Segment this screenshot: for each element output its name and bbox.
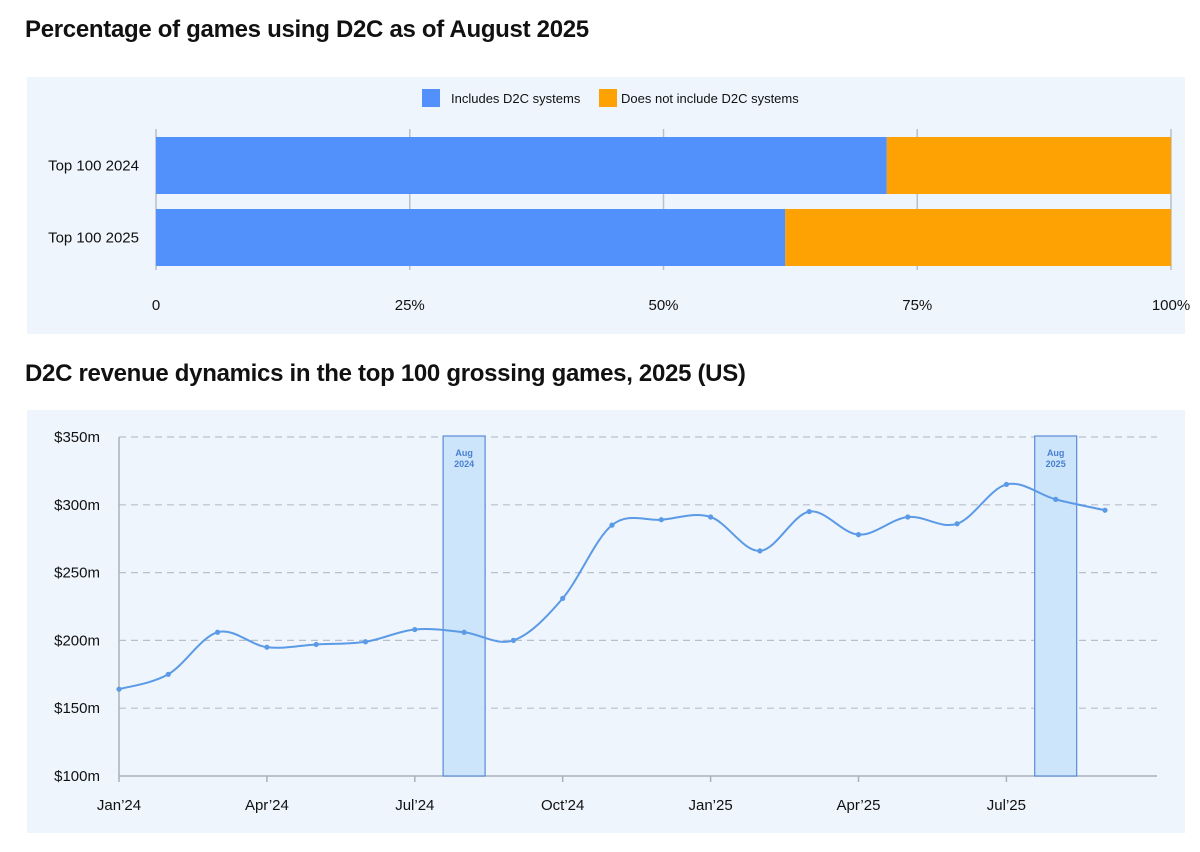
revenue-point — [609, 522, 615, 528]
highlight-band — [442, 435, 486, 777]
highlight-label-year: 2024 — [454, 459, 474, 469]
revenue-line — [118, 482, 1106, 691]
highlight-label-month: Aug — [1047, 448, 1065, 458]
bar-segment-not-includes — [886, 137, 1171, 194]
legend-swatch-includes — [422, 89, 440, 107]
line-y-tick-label: $100m — [54, 768, 100, 785]
revenue-point — [362, 639, 369, 645]
bar-category-label: Top 100 2024 — [48, 158, 139, 175]
revenue-point — [806, 508, 812, 515]
legend-label-not-includes: Does not include D2C systems — [621, 91, 799, 106]
revenue-point — [757, 548, 763, 554]
revenue-point — [116, 686, 122, 692]
revenue-point — [1102, 507, 1108, 513]
bar-x-tick-label: 0 — [152, 297, 160, 314]
bar-segment-not-includes — [785, 209, 1171, 266]
line-x-tick-label: Jul’25 — [987, 797, 1026, 814]
revenue-point — [264, 644, 270, 650]
line-x-tick-label: Jan’25 — [688, 797, 732, 814]
legend-label-includes: Includes D2C systems — [451, 91, 581, 106]
revenue-point — [905, 514, 911, 520]
bar-x-tick-label: 50% — [648, 297, 678, 314]
bar-chart-panel — [27, 77, 1185, 334]
line-x-tick-label: Jul’24 — [395, 797, 434, 814]
revenue-point — [510, 637, 516, 644]
revenue-point — [954, 521, 960, 527]
revenue-point — [560, 595, 566, 601]
line-chart-panel — [27, 410, 1185, 833]
highlight-band — [1034, 435, 1078, 777]
line-y-tick-label: $250m — [54, 565, 100, 582]
revenue-point — [461, 629, 467, 635]
revenue-point — [708, 514, 714, 520]
revenue-point — [1053, 496, 1059, 502]
revenue-point — [165, 671, 171, 677]
line-y-tick-label: $300m — [54, 497, 100, 514]
line-y-tick-label: $350m — [54, 429, 100, 446]
bar-x-tick-label: 75% — [902, 297, 932, 314]
revenue-point — [215, 629, 221, 635]
bar-category-label: Top 100 2025 — [48, 230, 139, 247]
line-chart-title: D2C revenue dynamics in the top 100 gros… — [25, 360, 746, 387]
line-x-tick-label: Oct’24 — [541, 797, 584, 814]
legend-swatch-not-includes — [599, 89, 617, 107]
line-x-tick-label: Apr’24 — [245, 797, 289, 814]
revenue-point — [412, 626, 418, 633]
revenue-point — [855, 532, 862, 538]
bar-x-tick-label: 25% — [395, 297, 425, 314]
revenue-point — [1003, 481, 1010, 488]
revenue-point — [313, 641, 319, 648]
bar-segment-includes — [156, 137, 887, 194]
line-y-tick-label: $200m — [54, 632, 100, 649]
bar-chart-title: Percentage of games using D2C as of Augu… — [25, 16, 589, 43]
highlight-label-month: Aug — [455, 448, 473, 458]
highlight-label-year: 2025 — [1046, 459, 1066, 469]
line-x-tick-label: Apr’25 — [837, 797, 881, 814]
bar-x-tick-label: 100% — [1152, 297, 1190, 314]
line-y-tick-label: $150m — [54, 700, 100, 717]
line-x-tick-label: Jan’24 — [97, 797, 141, 814]
bar-segment-includes — [156, 209, 786, 266]
revenue-point — [658, 517, 664, 523]
